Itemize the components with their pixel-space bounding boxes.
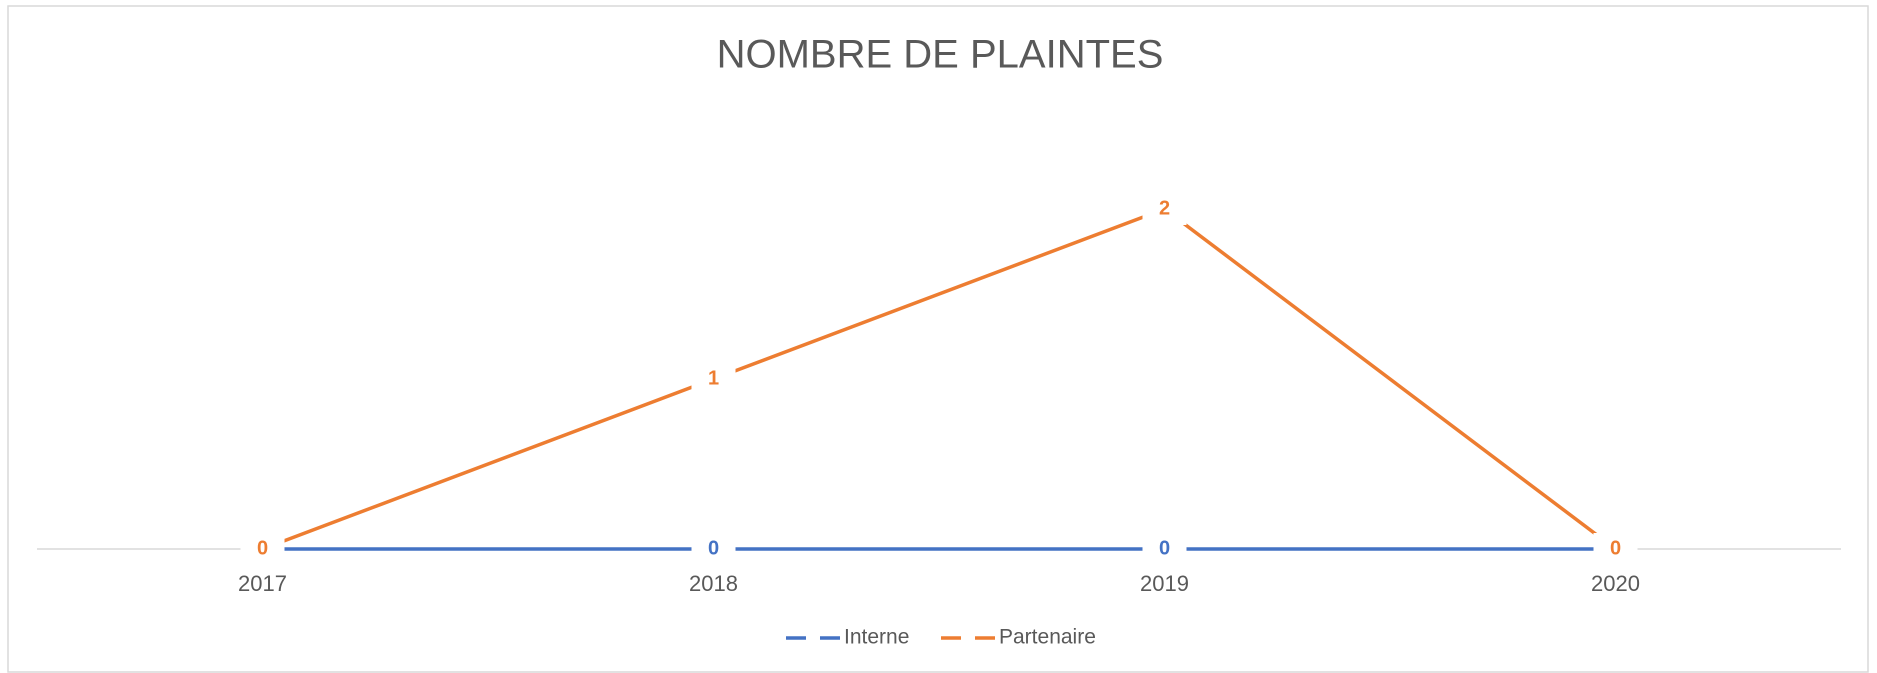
- data-label-bg: [1142, 533, 1187, 565]
- chart-title: NOMBRE DE PLAINTES: [717, 33, 1164, 77]
- x-tick-label: 2019: [1140, 571, 1189, 596]
- legend-label: Interne: [844, 626, 909, 649]
- data-label-bg: [691, 533, 736, 565]
- legend-label: Partenaire: [999, 626, 1096, 649]
- data-label-bg: [1142, 193, 1187, 225]
- series-line: [261, 207, 1617, 551]
- data-label-bg: [1593, 533, 1638, 565]
- data-label: 0: [257, 537, 268, 559]
- chart-frame: [7, 5, 1869, 673]
- x-tick-label: 2017: [238, 571, 287, 596]
- data-label: 1: [708, 367, 719, 389]
- data-label-bg: [691, 363, 736, 395]
- data-label: 0: [1159, 537, 1170, 559]
- data-label-bg: [240, 533, 285, 565]
- x-tick-label: 2020: [1591, 571, 1640, 596]
- data-label: 0: [708, 537, 719, 559]
- x-tick-label: 2018: [689, 571, 738, 596]
- data-label: 0: [1610, 537, 1621, 559]
- data-label: 2: [1159, 197, 1170, 219]
